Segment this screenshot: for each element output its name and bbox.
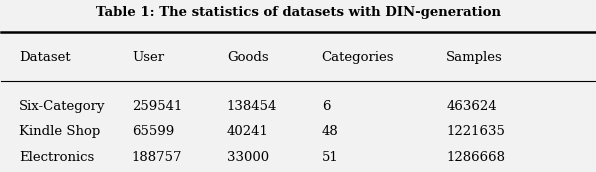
Text: 51: 51 [322,150,339,164]
Text: 1221635: 1221635 [446,125,505,138]
Text: 463624: 463624 [446,100,497,113]
Text: 33000: 33000 [227,150,269,164]
Text: Dataset: Dataset [19,51,71,64]
Text: User: User [132,51,164,64]
Text: 188757: 188757 [132,150,182,164]
Text: 6: 6 [322,100,330,113]
Text: Table 1: The statistics of datasets with DIN-generation: Table 1: The statistics of datasets with… [95,7,501,19]
Text: Goods: Goods [227,51,268,64]
Text: 1286668: 1286668 [446,150,505,164]
Text: 138454: 138454 [227,100,277,113]
Text: Categories: Categories [322,51,394,64]
Text: Kindle Shop: Kindle Shop [19,125,101,138]
Text: 40241: 40241 [227,125,269,138]
Text: Samples: Samples [446,51,503,64]
Text: 48: 48 [322,125,339,138]
Text: Six-Category: Six-Category [19,100,105,113]
Text: Electronics: Electronics [19,150,94,164]
Text: 259541: 259541 [132,100,182,113]
Text: 65599: 65599 [132,125,174,138]
